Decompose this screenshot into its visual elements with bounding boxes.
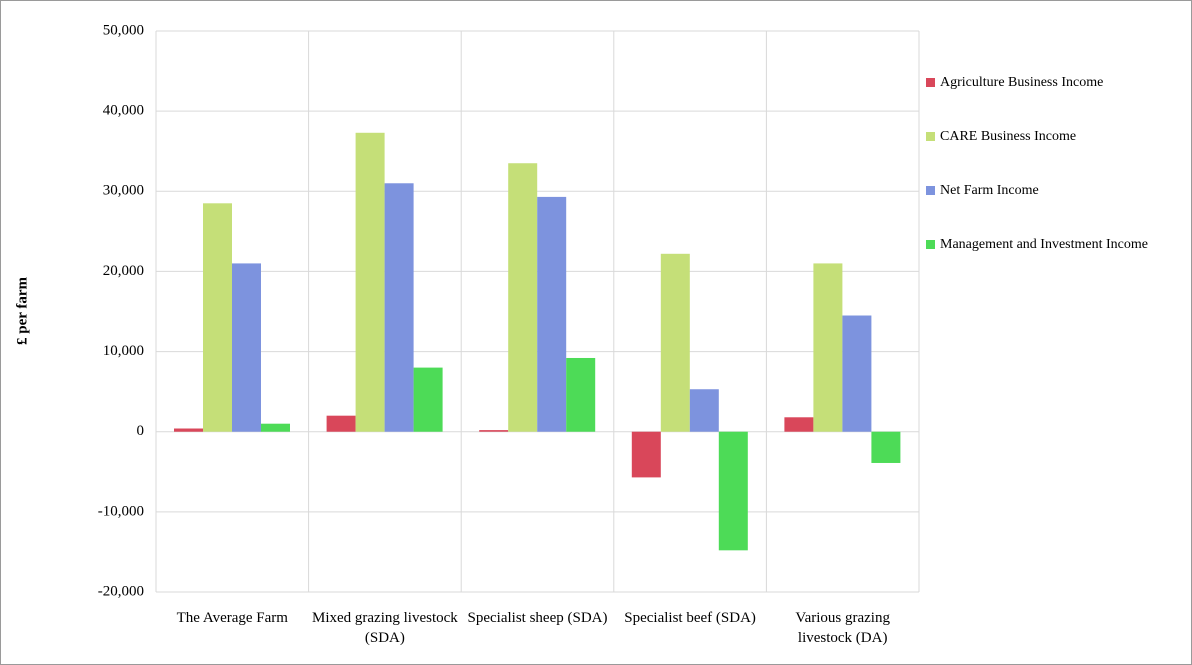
y-tick-label: -20,000 — [98, 583, 144, 599]
y-tick-label: 50,000 — [103, 22, 144, 38]
y-axis-label: £ per farm — [14, 276, 30, 345]
bar — [203, 203, 232, 432]
y-tick-label: 10,000 — [103, 343, 144, 359]
legend-label: Net Farm Income — [940, 183, 1039, 198]
legend-label: CARE Business Income — [940, 129, 1076, 144]
bar — [871, 431, 901, 463]
bar — [689, 389, 719, 432]
y-tick-label: -10,000 — [98, 503, 144, 519]
x-tick-label: Specialist sheep (SDA) — [467, 610, 608, 626]
bar — [842, 315, 872, 432]
legend-swatch — [926, 240, 935, 249]
bar — [566, 357, 596, 432]
legend-swatch — [926, 78, 935, 87]
bar — [355, 132, 385, 432]
y-tick-label: 30,000 — [103, 183, 144, 199]
legend-label: Management and Investment Income — [940, 237, 1148, 252]
bar — [384, 183, 414, 432]
bar — [413, 367, 443, 432]
bar — [537, 196, 567, 432]
x-tick-label: The Average Farm — [176, 610, 288, 626]
y-tick-label: 0 — [137, 423, 145, 439]
bar — [718, 431, 748, 551]
bar — [631, 431, 661, 478]
bar — [232, 263, 261, 432]
bar — [479, 430, 509, 432]
legend-label: Agriculture Business Income — [940, 75, 1103, 90]
y-tick-label: 40,000 — [103, 103, 144, 119]
bar — [660, 253, 690, 432]
bar — [326, 415, 356, 432]
x-tick-label: Specialist beef (SDA) — [624, 610, 756, 626]
bar — [261, 423, 290, 432]
x-tick-label: Mixed grazing livestock (SDA) — [311, 610, 458, 646]
y-tick-label: 20,000 — [103, 263, 144, 279]
legend-swatch — [926, 186, 935, 195]
bar — [508, 163, 538, 432]
bar — [813, 263, 843, 432]
legend-swatch — [926, 132, 935, 141]
bar — [784, 417, 814, 432]
bar — [174, 428, 203, 432]
x-tick-label: Various grazing livestock (DA) — [795, 610, 890, 646]
